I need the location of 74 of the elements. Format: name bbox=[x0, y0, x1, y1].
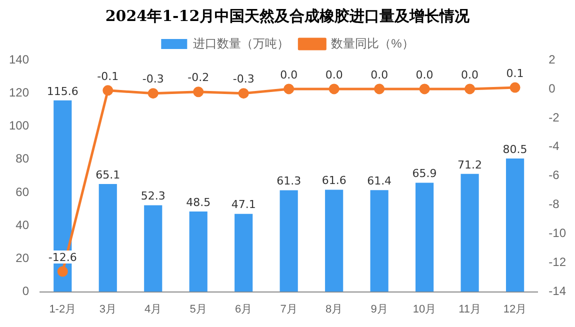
y-tick-label: 60 bbox=[16, 184, 30, 199]
point bbox=[193, 86, 204, 98]
data-label: -0.2 bbox=[188, 71, 210, 84]
data-label: 61.3 bbox=[276, 174, 302, 188]
x-tick-label: 12月 bbox=[503, 303, 527, 316]
data-label: 47.1 bbox=[231, 198, 256, 212]
point bbox=[238, 88, 249, 99]
legend-label: 数量同比（%） bbox=[331, 36, 414, 50]
data-label: 71.2 bbox=[458, 158, 482, 172]
y-tick-label: 100 bbox=[8, 118, 30, 133]
data-label: 0.0 bbox=[325, 68, 343, 82]
y2-tick-label: -10 bbox=[548, 226, 566, 240]
point bbox=[57, 266, 68, 277]
data-label: 61.4 bbox=[367, 174, 392, 188]
y-tick-label: 80 bbox=[16, 152, 30, 166]
bar bbox=[189, 212, 208, 292]
y-tick-label: 0 bbox=[22, 284, 30, 298]
point bbox=[374, 84, 385, 94]
data-label: -0.3 bbox=[142, 72, 164, 86]
y2-tick-label: -6 bbox=[548, 168, 560, 182]
data-label: 0.0 bbox=[416, 68, 434, 82]
bar bbox=[144, 205, 162, 292]
data-label: 0.0 bbox=[370, 68, 388, 82]
bar bbox=[234, 214, 253, 292]
data-label: 65.9 bbox=[412, 167, 437, 180]
y2-tick-label: -2 bbox=[548, 110, 560, 124]
data-label: -12.6 bbox=[48, 250, 77, 264]
legend-label: 进口数量（万吨） bbox=[193, 36, 290, 50]
data-label: 0.1 bbox=[506, 66, 524, 80]
y2-tick-label: -12 bbox=[548, 255, 566, 270]
data-label: 115.6 bbox=[46, 84, 78, 98]
bar bbox=[370, 190, 388, 292]
y-tick-label: 120 bbox=[8, 85, 30, 100]
x-tick-label: 1-2月 bbox=[49, 303, 76, 316]
point bbox=[102, 85, 114, 96]
data-label: 48.5 bbox=[186, 196, 211, 209]
y-tick-label: 40 bbox=[16, 218, 30, 232]
x-tick-label: 7月 bbox=[280, 303, 298, 316]
data-label: -0.1 bbox=[97, 70, 119, 83]
x-tick-label: 10月 bbox=[412, 303, 436, 316]
y2-tick-label: 2 bbox=[548, 52, 556, 66]
bar bbox=[416, 182, 434, 292]
bar bbox=[280, 190, 298, 292]
data-label: 0.0 bbox=[280, 68, 298, 82]
point bbox=[419, 84, 430, 94]
chart-title: 2024年1-12月中国天然及合成橡胶进口量及增长情况 bbox=[104, 6, 471, 27]
data-label: 65.1 bbox=[96, 168, 120, 182]
x-tick-label: 6月 bbox=[235, 303, 252, 316]
x-tick-label: 3月 bbox=[99, 303, 116, 316]
x-tick-label: 4月 bbox=[144, 303, 162, 316]
data-label: 80.5 bbox=[502, 142, 528, 156]
point bbox=[328, 84, 340, 94]
data-label: 52.3 bbox=[140, 190, 166, 203]
x-tick-label: 8月 bbox=[326, 303, 343, 316]
y2-tick-label: 0 bbox=[548, 81, 556, 96]
y-tick-label: 140 bbox=[8, 52, 30, 66]
point bbox=[148, 88, 158, 99]
point bbox=[284, 84, 294, 94]
y-tick-label: 20 bbox=[16, 251, 30, 265]
point bbox=[510, 82, 520, 93]
bar bbox=[460, 174, 479, 292]
bar bbox=[325, 190, 344, 292]
point bbox=[464, 84, 476, 94]
bar bbox=[506, 158, 524, 292]
data-label: 61.6 bbox=[322, 174, 346, 188]
data-label: 0.0 bbox=[461, 68, 479, 82]
y2-tick-label: -14 bbox=[548, 284, 566, 298]
y2-tick-label: -8 bbox=[548, 197, 560, 212]
x-tick-label: 11月 bbox=[458, 303, 482, 316]
y2-tick-label: -4 bbox=[548, 139, 560, 154]
data-label: -0.3 bbox=[232, 72, 254, 86]
x-tick-label: 5月 bbox=[190, 303, 207, 316]
bar bbox=[98, 184, 117, 292]
x-tick-label: 9月 bbox=[370, 303, 388, 316]
